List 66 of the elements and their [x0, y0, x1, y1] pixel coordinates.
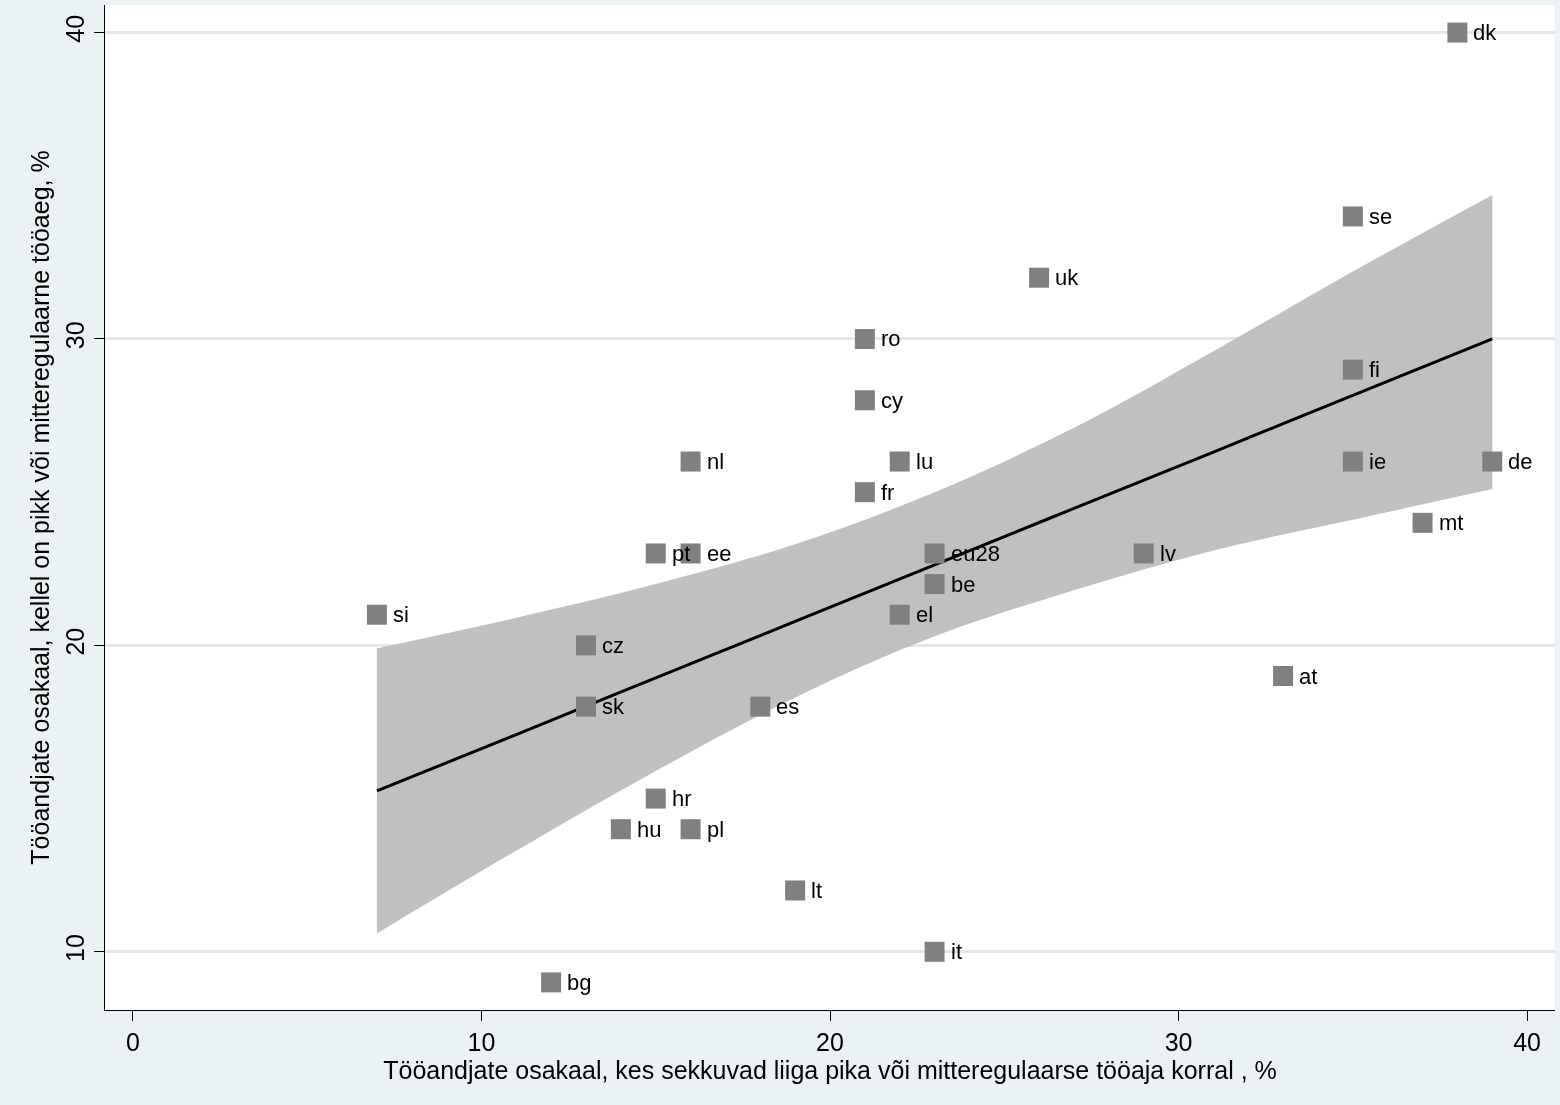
- point: [680, 819, 701, 840]
- annotation: lv: [1160, 541, 1176, 566]
- y-axis-title: Tööandjate osakaal, kellel on pikk või mitteregulaarne tööaeg, %: [25, 150, 54, 865]
- point: [854, 390, 875, 411]
- annotation: it: [951, 939, 962, 964]
- x-tick-label: 0: [125, 1028, 140, 1056]
- point: [645, 543, 666, 564]
- point: [576, 696, 597, 717]
- annotation: fi: [1369, 357, 1380, 382]
- point: [1342, 359, 1363, 380]
- annotation: ro: [881, 326, 901, 351]
- x-axis-title: Tööandjate osakaal, kes sekkuvad liiga pika või mitteregulaarse tööaja korral , %: [383, 1056, 1277, 1084]
- annotation: sk: [602, 694, 625, 719]
- point: [854, 482, 875, 503]
- point: [785, 880, 806, 901]
- annotation: cy: [881, 388, 903, 413]
- annotation: fr: [881, 480, 895, 505]
- annotation: bg: [567, 970, 592, 995]
- point: [889, 604, 910, 625]
- point: [680, 451, 701, 472]
- x-tick-label: 20: [816, 1028, 844, 1056]
- y-tick-label: 20: [61, 627, 89, 656]
- x-tick-label: 40: [1513, 1028, 1542, 1056]
- annotation: at: [1299, 664, 1318, 689]
- point: [1029, 267, 1050, 288]
- annotation: nl: [707, 449, 725, 474]
- annotation: pl: [707, 817, 725, 842]
- x-tick-label: 10: [467, 1028, 496, 1056]
- annotation: dk: [1473, 20, 1498, 45]
- point: [541, 972, 562, 993]
- point: [924, 574, 945, 595]
- annotation: ee: [707, 541, 732, 566]
- point: [1482, 451, 1503, 472]
- annotation: el: [916, 602, 934, 627]
- y-tick-label: 30: [61, 321, 89, 350]
- point: [854, 328, 875, 349]
- annotation: uk: [1055, 265, 1080, 290]
- point: [645, 788, 666, 809]
- point: [1342, 206, 1363, 227]
- point: [1273, 666, 1294, 687]
- annotation: se: [1369, 204, 1393, 229]
- annotation: hu: [637, 817, 662, 842]
- point: [1133, 543, 1154, 564]
- point: [366, 604, 387, 625]
- point: [750, 696, 771, 717]
- annotation: ie: [1369, 449, 1387, 474]
- point: [610, 819, 631, 840]
- annotation: lu: [916, 449, 934, 474]
- point: [924, 543, 945, 564]
- annotation: si: [393, 602, 409, 627]
- annotation: cz: [602, 633, 624, 658]
- annotation: hr: [672, 786, 692, 811]
- x-tick-label: 30: [1164, 1028, 1193, 1056]
- point: [889, 451, 910, 472]
- annotation: lt: [811, 878, 822, 903]
- y-tick-label: 40: [61, 14, 89, 43]
- point: [576, 635, 597, 656]
- y-tick-label: 10: [61, 934, 89, 962]
- annotation: be: [951, 572, 976, 597]
- annotation: de: [1508, 449, 1533, 474]
- point: [1412, 512, 1433, 533]
- annotation: mt: [1439, 510, 1464, 535]
- point: [1342, 451, 1363, 472]
- point: [1447, 22, 1468, 43]
- point: [924, 941, 945, 962]
- annotation: es: [776, 694, 800, 719]
